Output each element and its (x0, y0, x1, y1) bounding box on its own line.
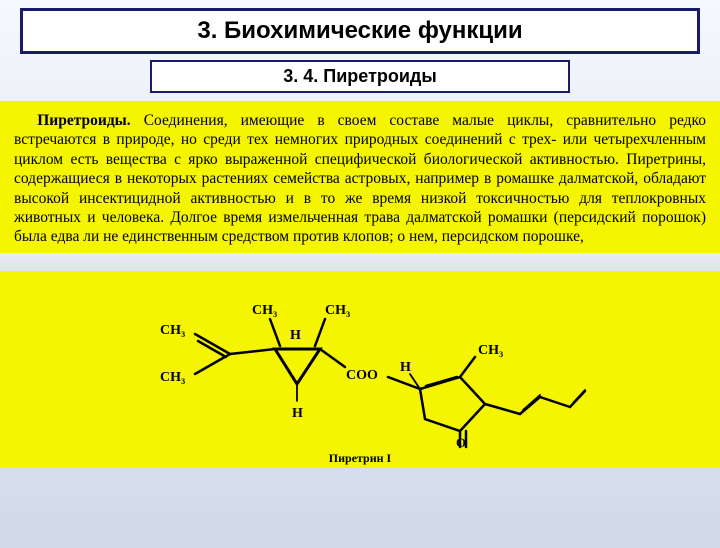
text-panel: Пиретроиды. Соединения, имеющие в своем … (0, 101, 720, 253)
subtitle: 3. 4. Пиретроиды (152, 66, 568, 87)
lbl-h3: H (400, 360, 411, 375)
figure-caption: Пиретрин I (0, 451, 720, 466)
figure-panel: CH₃ CH₃ CH₃ CH₃ H H COO H CH₃ O Пиретрин… (0, 271, 720, 468)
subtitle-box: 3. 4. Пиретроиды (150, 60, 570, 93)
panel-gap (0, 253, 720, 271)
lbl-ch3-d: CH₃ (325, 303, 350, 318)
main-title: 3. Биохимические функции (23, 17, 697, 45)
body-text: Соединения, имеющие в своем составе малы… (14, 112, 706, 245)
lbl-ch3-c: CH₃ (252, 303, 277, 318)
lbl-ch3-a: CH₃ (160, 323, 185, 338)
lbl-ch3-e: CH₃ (478, 343, 503, 358)
lbl-ch3-b: CH₃ (160, 370, 185, 385)
lbl-o: O (456, 435, 466, 449)
structure-diagram: CH₃ CH₃ CH₃ CH₃ H H COO H CH₃ O (130, 279, 590, 449)
lbl-coo: COO (346, 368, 378, 383)
body-paragraph: Пиретроиды. Соединения, имеющие в своем … (14, 111, 706, 247)
main-title-box: 3. Биохимические функции (20, 8, 700, 54)
lbl-h2: H (292, 406, 303, 421)
lead-word: Пиретроиды. (37, 112, 130, 129)
lbl-h1: H (290, 328, 301, 343)
